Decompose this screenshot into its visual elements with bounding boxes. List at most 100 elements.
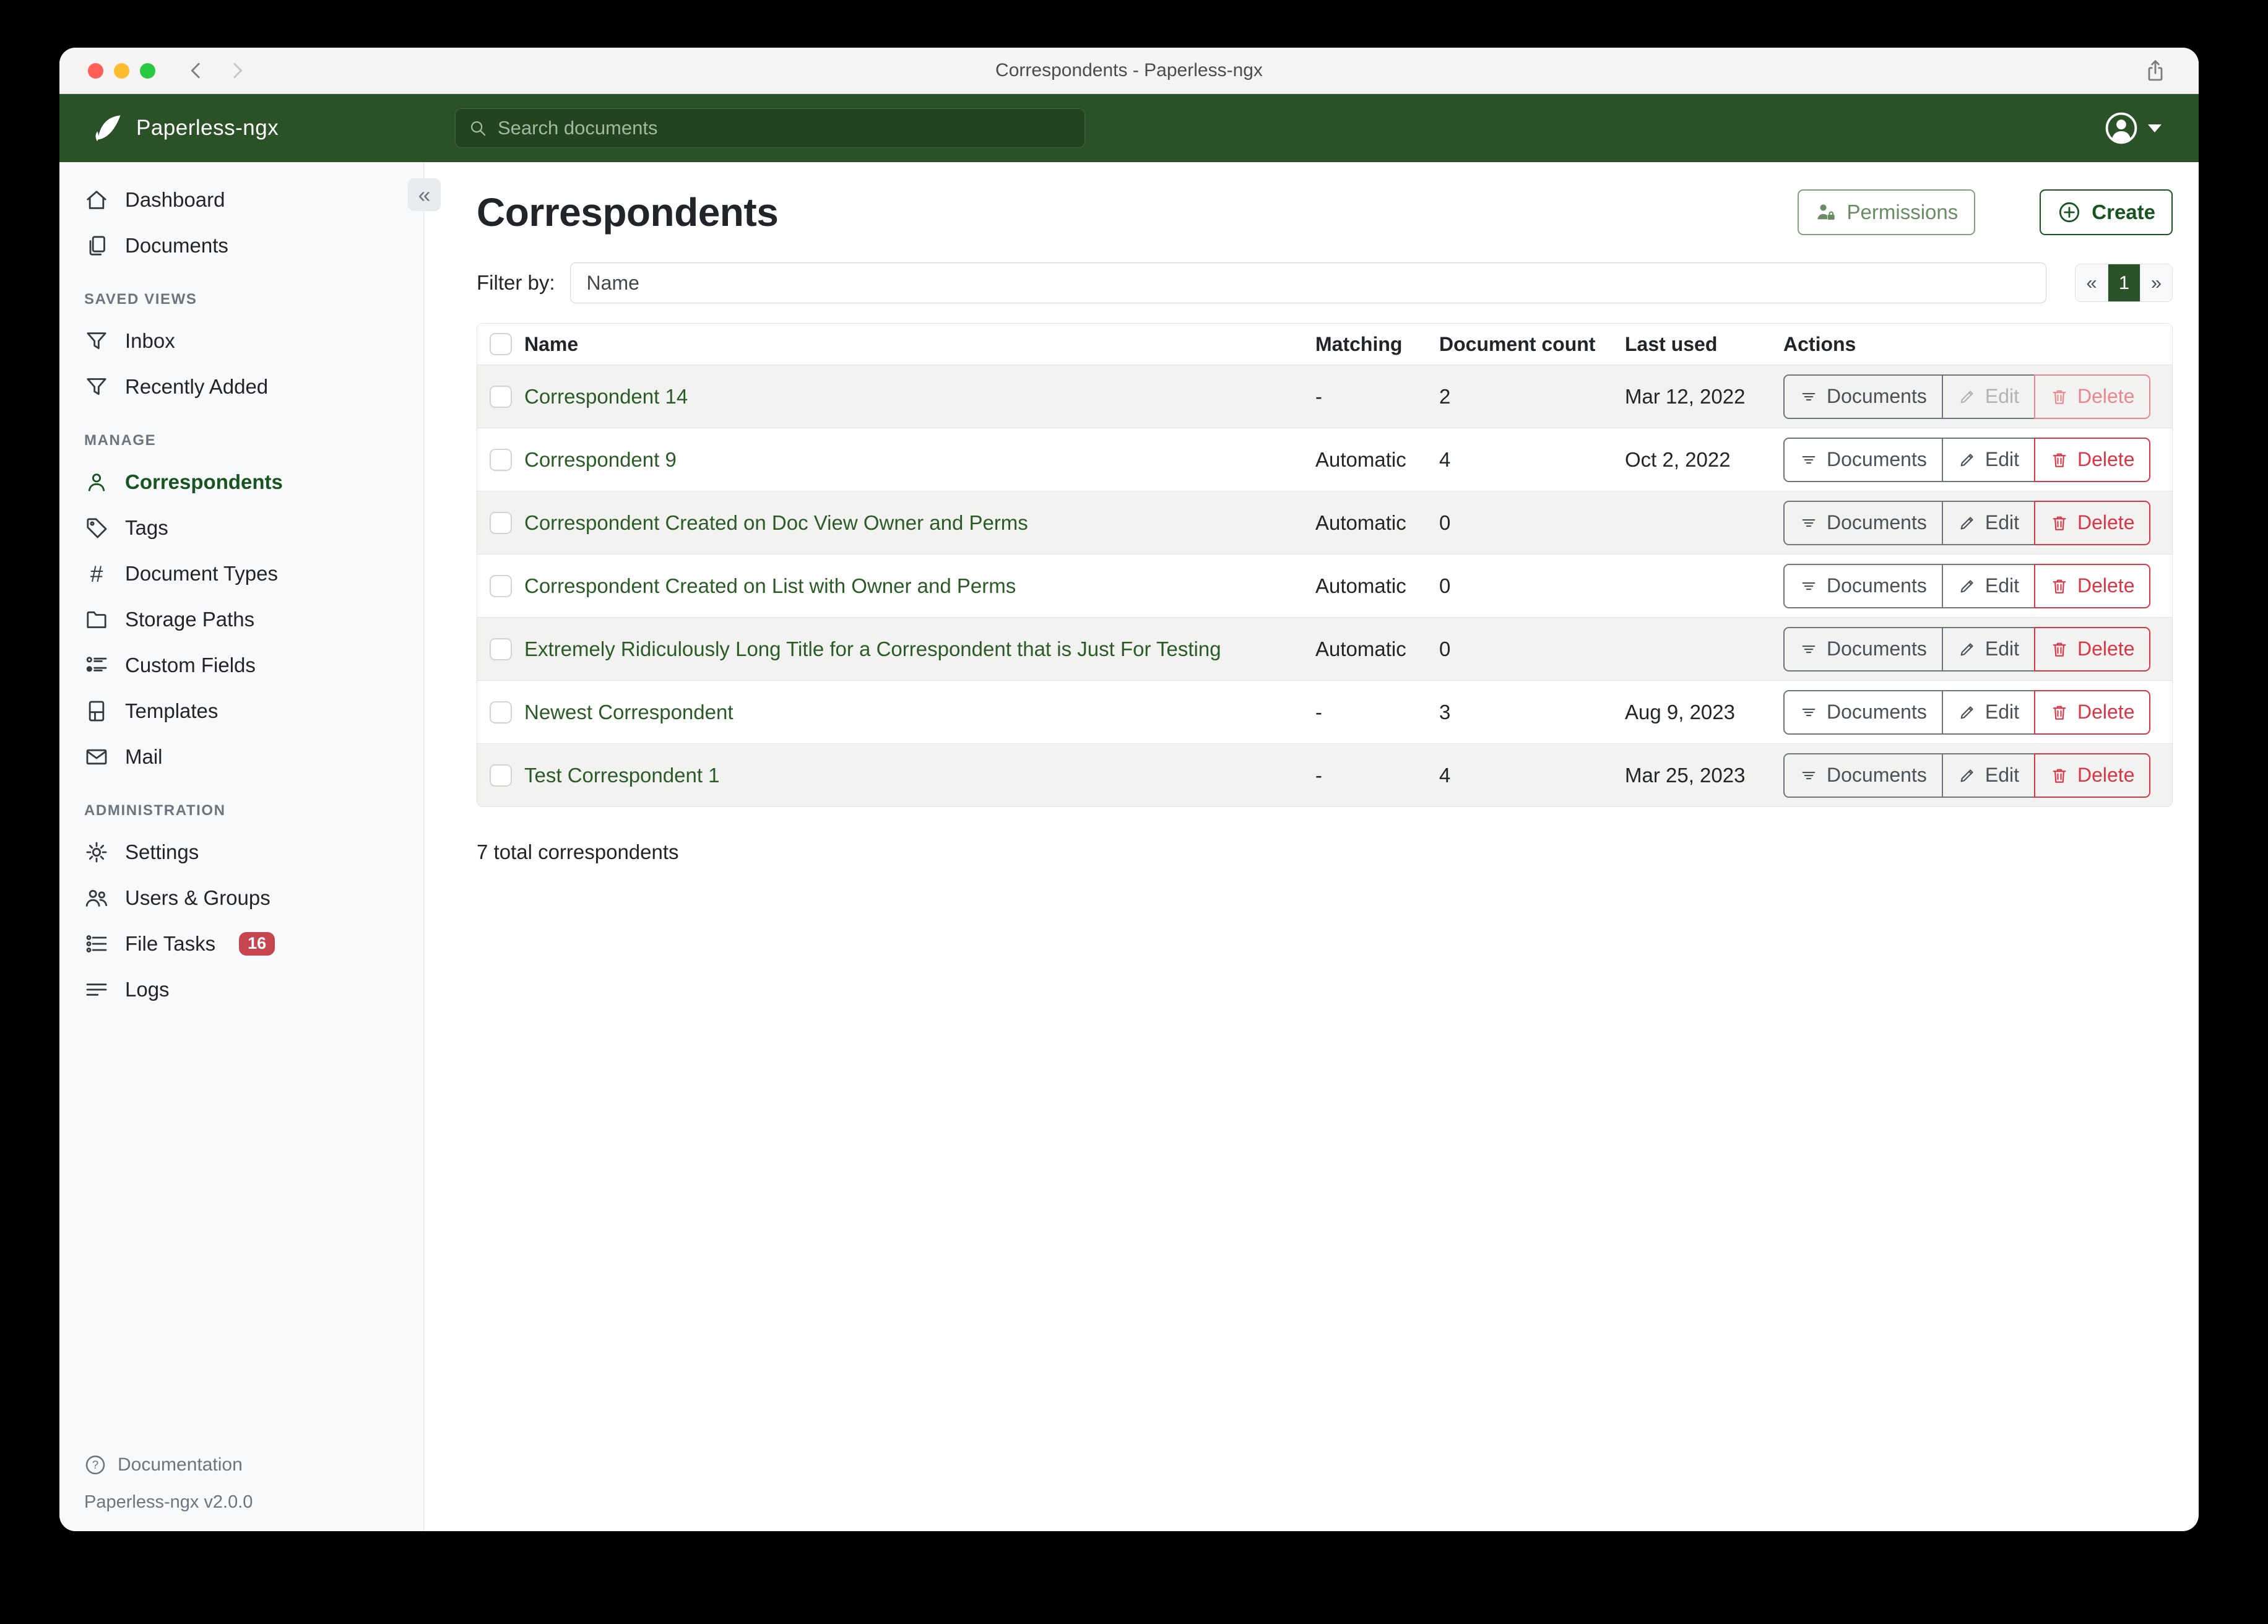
filter-lines-icon: [1799, 577, 1818, 595]
brand[interactable]: Paperless-ngx: [92, 112, 279, 144]
sidebar-item-recently-added[interactable]: Recently Added: [59, 364, 423, 410]
sidebar-item-documentation[interactable]: ? Documentation: [84, 1454, 399, 1476]
row-checkbox[interactable]: [490, 637, 512, 660]
svg-text:?: ?: [92, 1458, 98, 1471]
correspondent-name-link[interactable]: Extremely Ridiculously Long Title for a …: [524, 637, 1221, 660]
search-input[interactable]: [498, 117, 1072, 139]
row-checkbox[interactable]: [490, 701, 512, 723]
pencil-icon: [1958, 703, 1976, 722]
trash-icon: [2050, 514, 2069, 532]
chevron-down-icon: [2148, 124, 2162, 132]
document-count-value: 0: [1439, 637, 1451, 660]
table-row: Correspondent 9 Automatic 4 Oct 2, 2022 …: [477, 428, 2172, 491]
browser-back-icon[interactable]: [184, 58, 209, 83]
create-button-label: Create: [2092, 201, 2155, 223]
sidebar-item-settings[interactable]: Settings: [59, 829, 423, 875]
sidebar-item-dashboard[interactable]: Dashboard: [59, 177, 423, 223]
sidebar-item-storage-paths[interactable]: Storage Paths: [59, 597, 423, 642]
paperless-logo-icon: [92, 112, 124, 144]
sidebar-item-templates[interactable]: Templates: [59, 688, 423, 734]
documents-button[interactable]: Documents: [1783, 753, 1943, 798]
sidebar-item-users-and-groups[interactable]: Users & Groups: [59, 875, 423, 921]
delete-button[interactable]: Delete: [2033, 626, 2151, 672]
sidebar-item-label: Correspondents: [125, 470, 283, 493]
sidebar-section-heading: SAVED VIEWS: [84, 291, 197, 308]
folder-icon: [84, 607, 109, 632]
matching-value: -: [1315, 700, 1322, 723]
documents-button[interactable]: Documents: [1783, 626, 1943, 672]
delete-button[interactable]: Delete: [2033, 374, 2151, 419]
filter-name-input[interactable]: [569, 262, 2046, 303]
close-window-button[interactable]: [88, 63, 103, 79]
app-window: Correspondents - Paperless-ngx Paperless…: [59, 48, 2199, 1531]
column-header-actions: Actions: [1783, 332, 1856, 355]
edit-button[interactable]: Edit: [1941, 500, 2035, 545]
sidebar-item-label: Users & Groups: [125, 886, 271, 909]
user-menu[interactable]: [2105, 111, 2162, 145]
delete-button[interactable]: Delete: [2033, 563, 2151, 608]
correspondent-name-link[interactable]: Correspondent 14: [524, 384, 688, 408]
sidebar-item-correspondents[interactable]: Correspondents: [59, 459, 423, 505]
edit-button[interactable]: Edit: [1941, 374, 2035, 419]
tag-icon: [84, 516, 109, 540]
sidebar-item-mail[interactable]: Mail: [59, 734, 423, 780]
row-checkbox[interactable]: [490, 385, 512, 408]
row-checkbox[interactable]: [490, 764, 512, 787]
documents-button[interactable]: Documents: [1783, 563, 1943, 608]
sidebar-item-file-tasks[interactable]: File Tasks 16: [59, 921, 423, 967]
create-button[interactable]: Create: [2040, 189, 2173, 235]
search-icon: [468, 118, 488, 138]
correspondent-name-link[interactable]: Correspondent 9: [524, 447, 677, 471]
sidebar-item-label: Tags: [125, 516, 168, 539]
edit-button[interactable]: Edit: [1941, 753, 2035, 798]
pagination-next-button[interactable]: »: [2140, 264, 2172, 301]
delete-button[interactable]: Delete: [2033, 437, 2151, 482]
sidebar-section-heading: MANAGE: [84, 432, 157, 449]
correspondent-name-link[interactable]: Newest Correspondent: [524, 700, 734, 723]
edit-button[interactable]: Edit: [1941, 563, 2035, 608]
sidebar-item-logs[interactable]: Logs: [59, 967, 423, 1013]
sidebar-item-label: Templates: [125, 699, 219, 722]
select-all-checkbox[interactable]: [490, 333, 512, 355]
sidebar-item-document-types[interactable]: # Document Types: [59, 551, 423, 597]
brand-name: Paperless-ngx: [136, 116, 279, 140]
zoom-window-button[interactable]: [140, 63, 155, 79]
minimize-window-button[interactable]: [114, 63, 129, 79]
mail-icon: [84, 745, 109, 769]
documents-button[interactable]: Documents: [1783, 437, 1943, 482]
sidebar-item-tags[interactable]: Tags: [59, 505, 423, 551]
edit-button[interactable]: Edit: [1941, 437, 2035, 482]
edit-button[interactable]: Edit: [1941, 689, 2035, 735]
correspondent-name-link[interactable]: Test Correspondent 1: [524, 763, 720, 787]
sidebar-item-documents[interactable]: Documents: [59, 223, 423, 269]
documents-button[interactable]: Documents: [1783, 374, 1943, 419]
delete-button[interactable]: Delete: [2033, 500, 2151, 545]
documents-button[interactable]: Documents: [1783, 500, 1943, 545]
row-checkbox[interactable]: [490, 574, 512, 597]
hash-icon: #: [90, 561, 103, 587]
row-checkbox[interactable]: [490, 511, 512, 534]
browser-forward-icon[interactable]: [225, 58, 249, 83]
permissions-button-label: Permissions: [1846, 201, 1959, 223]
pencil-icon: [1958, 577, 1976, 595]
pagination-prev-button[interactable]: «: [2075, 264, 2108, 301]
column-header-name: Name: [524, 332, 579, 355]
delete-button[interactable]: Delete: [2033, 753, 2151, 798]
sidebar-collapse-button[interactable]: «: [408, 178, 441, 211]
sidebar-section-heading: ADMINISTRATION: [84, 802, 226, 819]
documents-button[interactable]: Documents: [1783, 689, 1943, 735]
delete-button[interactable]: Delete: [2033, 689, 2151, 735]
last-used-value: Oct 2, 2022: [1625, 447, 1731, 471]
sidebar-item-custom-fields[interactable]: Custom Fields: [59, 642, 423, 688]
pagination-page-1-button[interactable]: 1: [2108, 264, 2140, 301]
permissions-button[interactable]: Permissions: [1797, 189, 1976, 235]
correspondent-name-link[interactable]: Correspondent Created on List with Owner…: [524, 574, 1016, 597]
total-count-summary: 7 total correspondents: [477, 840, 679, 863]
share-icon[interactable]: [2143, 58, 2168, 83]
correspondent-name-link[interactable]: Correspondent Created on Doc View Owner …: [524, 511, 1028, 534]
edit-button[interactable]: Edit: [1941, 626, 2035, 672]
trash-icon: [2050, 577, 2069, 595]
sidebar-item-inbox[interactable]: Inbox: [59, 318, 423, 364]
row-checkbox[interactable]: [490, 448, 512, 471]
column-header-document-count: Document count: [1439, 332, 1596, 355]
